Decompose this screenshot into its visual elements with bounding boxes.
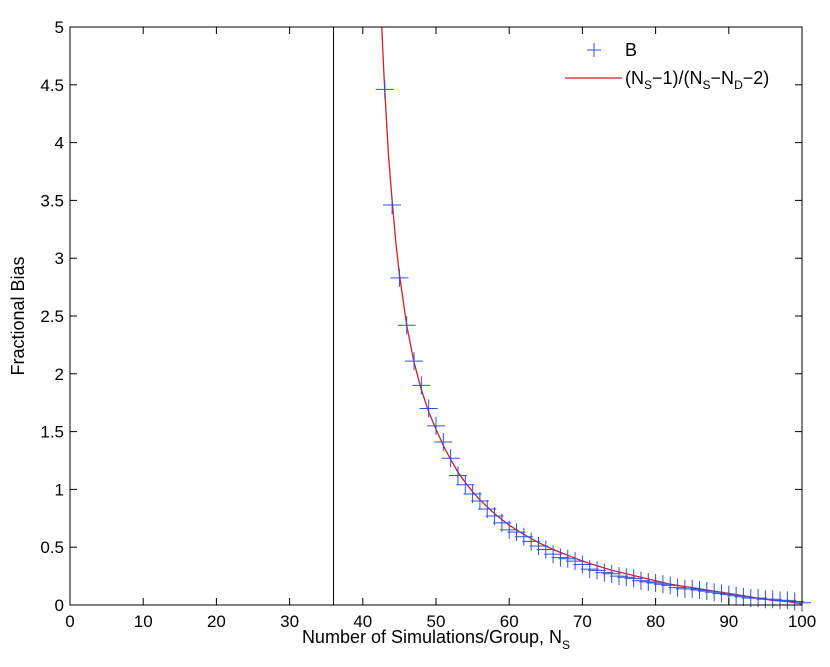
x-tick-label: 20: [207, 612, 226, 631]
x-tick-label: 70: [573, 612, 592, 631]
scatter-point: [419, 399, 438, 418]
series-curve-line: [381, 26, 803, 605]
x-tick-label: 90: [719, 612, 738, 631]
y-tick-label: 2.5: [40, 307, 64, 326]
scatter-point: [639, 572, 658, 591]
scatter-point: [434, 433, 453, 452]
scatter-point: [617, 568, 636, 587]
scatter-point: [427, 416, 445, 435]
scatter-point: [478, 500, 497, 519]
scatter-point: [551, 548, 570, 567]
y-tick-label: 0: [55, 596, 64, 615]
y-tick-label: 4: [55, 134, 64, 153]
scatter-point: [383, 196, 402, 215]
scatter-point: [778, 591, 797, 610]
legend-markers: [565, 43, 622, 79]
y-tick-label: 2: [55, 365, 64, 384]
scatter-point: [397, 316, 416, 335]
scatter-point: [544, 545, 563, 564]
legend-formula-part3: −2): [743, 68, 770, 88]
scatter-point: [697, 582, 716, 601]
scatter-point: [405, 352, 424, 371]
x-axis-title-sub: S: [562, 638, 570, 652]
legend-sub-s1: S: [644, 78, 652, 92]
legend-label-b: B: [625, 40, 637, 60]
scatter-point: [734, 587, 753, 606]
legend-formula-part1: −1)/(N: [652, 68, 703, 88]
y-axis-title: Fractional Bias: [8, 256, 28, 375]
x-tick-label: 40: [353, 612, 372, 631]
y-tick-label: 5: [55, 18, 64, 37]
y-tick-label: 0.5: [40, 538, 64, 557]
scatter-point: [456, 475, 475, 494]
legend-sub-d: D: [734, 78, 743, 92]
axis-ticks: 0 10 20 30 40 50 60 70 80 90 100 0 0.5 1 1.5 2 2.5 3 3.5 4 4…: [40, 18, 816, 631]
scatter-point: [602, 564, 621, 583]
y-tick-label: 3: [55, 249, 64, 268]
scatter-point: [690, 580, 709, 599]
scatter-point: [522, 532, 541, 551]
scatter-point: [712, 584, 731, 603]
legend-formula-part2: −N: [711, 68, 735, 88]
x-axis-title: Number of Simulations/Group, NS: [302, 627, 570, 652]
scatter-point: [492, 513, 511, 532]
legend-sub-s2: S: [703, 78, 711, 92]
scatter-point: [507, 523, 526, 542]
scatter-point: [529, 537, 548, 556]
y-tick-label: 3.5: [40, 191, 64, 210]
scatter-point: [463, 485, 482, 504]
scatter-point: [558, 549, 577, 568]
x-tick-label: 60: [500, 612, 519, 631]
scatter-point: [573, 555, 592, 574]
scatter-point: [653, 575, 672, 594]
scatter-point: [727, 586, 746, 605]
scatter-point: [624, 569, 643, 588]
x-tick-label: 10: [134, 612, 153, 631]
scatter-point: [448, 466, 467, 485]
scatter-point: [580, 560, 599, 579]
scatter-point: [390, 268, 409, 287]
scatter-point: [631, 571, 650, 590]
scatter-point: [705, 583, 724, 602]
x-tick-label: 50: [427, 612, 446, 631]
scatter-point: [375, 80, 394, 99]
scatter-point: [470, 491, 489, 510]
scatter-point: [441, 449, 460, 468]
y-tick-label: 1: [55, 480, 64, 499]
x-tick-label: 30: [280, 612, 299, 631]
scatter-point: [683, 579, 702, 598]
y-tick-label: 4.5: [40, 76, 64, 95]
scatter-point: [485, 506, 504, 525]
scatter-point: [668, 578, 687, 597]
scatter-point: [610, 567, 628, 586]
scatter-point: [588, 561, 607, 580]
x-tick-label: 100: [788, 612, 816, 631]
x-tick-label: 80: [646, 612, 665, 631]
x-axis-title-main: Number of Simulations/Group, N: [302, 627, 562, 647]
scatter-point: [514, 527, 533, 546]
scatter-point: [646, 574, 665, 593]
scatter-point: [412, 376, 431, 395]
scatter-point: [566, 552, 585, 571]
plot-area: [333, 26, 811, 612]
scatter-point: [661, 576, 680, 595]
scatter-point: [536, 540, 555, 559]
scatter-point: [595, 563, 614, 582]
x-tick-label: 0: [65, 612, 74, 631]
scatter-point: [785, 592, 804, 611]
scatter-point: [749, 589, 768, 608]
scatter-point: [500, 520, 519, 539]
y-tick-label: 1.5: [40, 423, 64, 442]
